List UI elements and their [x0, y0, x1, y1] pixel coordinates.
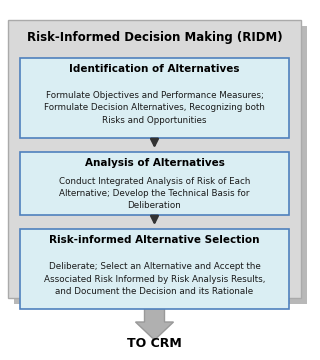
- Text: Deliberate; Select an Alternative and Accept the
Associated Risk Informed by Ris: Deliberate; Select an Alternative and Ac…: [44, 262, 265, 296]
- Text: Conduct Integrated Analysis of Risk of Each
Alternative; Develop the Technical B: Conduct Integrated Analysis of Risk of E…: [59, 177, 250, 210]
- FancyBboxPatch shape: [20, 229, 289, 309]
- Text: Risk-Informed Decision Making (RIDM): Risk-Informed Decision Making (RIDM): [27, 31, 282, 44]
- FancyBboxPatch shape: [14, 26, 307, 304]
- FancyBboxPatch shape: [20, 152, 289, 215]
- FancyBboxPatch shape: [20, 58, 289, 138]
- Text: Analysis of Alternatives: Analysis of Alternatives: [84, 158, 224, 168]
- Text: TO CRM: TO CRM: [127, 337, 182, 350]
- Text: Risk-informed Alternative Selection: Risk-informed Alternative Selection: [49, 235, 260, 245]
- Text: Formulate Objectives and Performance Measures;
Formulate Decision Alternatives, : Formulate Objectives and Performance Mea…: [44, 91, 265, 125]
- Text: Identification of Alternatives: Identification of Alternatives: [69, 64, 240, 74]
- FancyBboxPatch shape: [8, 20, 301, 298]
- Polygon shape: [135, 298, 173, 340]
